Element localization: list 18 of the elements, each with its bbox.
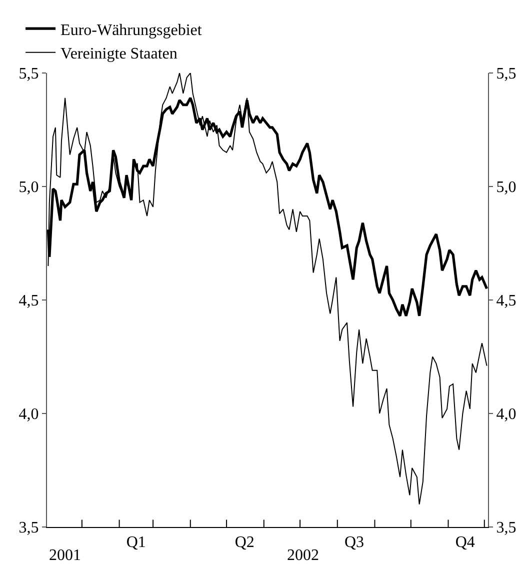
legend-label: Vereinigte Staaten [60, 46, 178, 63]
y2-tick-label: 4,5 [496, 292, 516, 310]
legend-label: Euro-Währungsgebiet [60, 22, 202, 39]
y-tick-label: 4,5 [18, 292, 39, 310]
text: 2001 [49, 547, 81, 564]
y2-tick-label: 4,0 [496, 406, 516, 424]
y2-tick-label: 5,5 [496, 66, 516, 83]
y-tick-label: 4,0 [18, 406, 39, 424]
y-tick-label: 5,0 [18, 179, 39, 196]
x-tick-label: Q1 [126, 534, 146, 552]
y-tick-label: 3,5 [18, 520, 39, 537]
y2-tick-label: 5,0 [496, 179, 516, 196]
text: 2002 [287, 547, 319, 564]
x-tick-label: Q3 [344, 534, 364, 552]
x-tick-label: Q4 [455, 534, 475, 552]
y-tick-label: 5,5 [18, 66, 39, 83]
x-tick-label: Q2 [234, 534, 254, 552]
y2-tick-label: 3,5 [496, 520, 516, 537]
